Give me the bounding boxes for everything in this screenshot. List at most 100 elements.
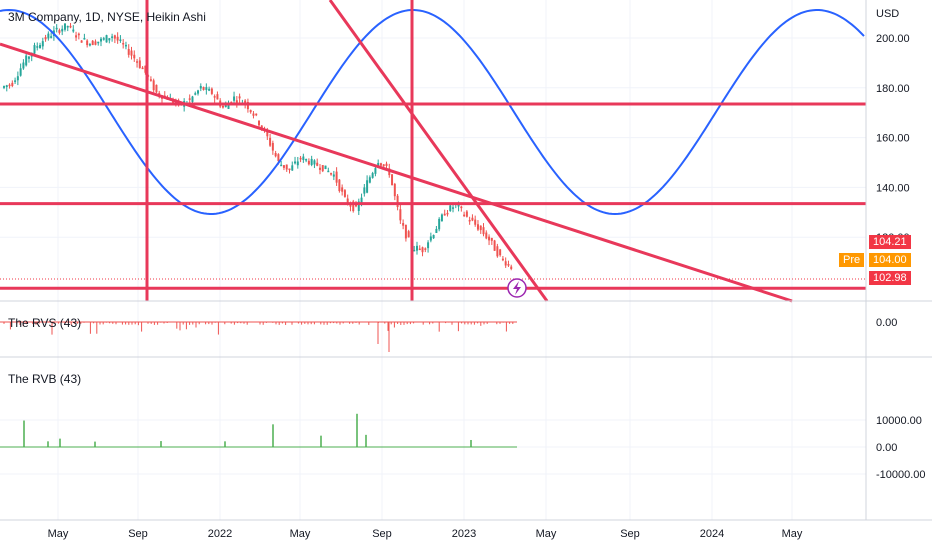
candle-body (302, 156, 305, 160)
time-tick-label: May (48, 528, 69, 540)
candle-body (100, 38, 103, 42)
candle-body (25, 55, 28, 66)
candle-body (105, 35, 108, 43)
rvb-label: The RVB (43) (8, 372, 82, 386)
candle-body (36, 46, 39, 48)
candle-body (22, 62, 25, 69)
candle-body (202, 86, 205, 90)
candle-body (371, 173, 374, 178)
candle-body (11, 82, 14, 86)
lightning-icon[interactable] (507, 278, 527, 298)
cycle-curve (0, 8, 865, 216)
candle-body (324, 165, 327, 170)
candle-body (476, 224, 479, 230)
candle-body (457, 204, 460, 207)
candle-body (3, 86, 5, 88)
candle-body (471, 217, 474, 221)
candle-body (108, 38, 111, 41)
candle-body (415, 245, 418, 251)
candle-body (213, 96, 216, 98)
candle-body (66, 25, 69, 28)
candle-body (330, 173, 333, 175)
candle-body (482, 227, 485, 235)
candle-body (39, 45, 42, 49)
candle-body (58, 30, 61, 33)
candle-body (282, 165, 285, 168)
high-price-tag: 104.21 (869, 235, 911, 249)
candle-body (111, 36, 114, 38)
candle-body (14, 80, 17, 82)
candle-body (404, 224, 407, 239)
rvb-bars (0, 413, 517, 448)
candle-body (385, 163, 388, 166)
cycle-curves (0, 8, 865, 216)
price-tick-label: 160.00 (876, 133, 910, 145)
candle-body (407, 231, 410, 238)
candle-body (77, 33, 80, 36)
candle-body (485, 232, 488, 239)
candle-body (238, 96, 241, 99)
candle-body (277, 154, 280, 162)
candle-body (227, 102, 230, 109)
candle-body (69, 25, 72, 28)
candle-body (305, 159, 308, 161)
candle-body (294, 161, 297, 164)
candle-body (127, 49, 130, 55)
candle-body (33, 45, 36, 54)
candle-body (205, 87, 208, 90)
rvb-tick-label: 0.00 (876, 442, 897, 454)
candle-body (152, 80, 155, 91)
candle-body (346, 198, 349, 204)
pre-market-price-tag: 104.00 (869, 253, 911, 267)
candle-body (197, 90, 200, 94)
candle-body (357, 201, 360, 211)
candle-body (382, 164, 385, 167)
candle-body (94, 41, 97, 45)
candle-body (208, 88, 211, 91)
candle-body (19, 68, 22, 76)
candle-body (360, 197, 363, 203)
candle-body (216, 94, 219, 100)
candle-body (102, 38, 105, 40)
candle-body (75, 35, 78, 38)
candle-body (427, 242, 430, 249)
price-tick-label: 180.00 (876, 83, 910, 95)
candle-body (343, 190, 346, 197)
candle-body (335, 171, 338, 183)
candle-body (83, 38, 86, 40)
candle-body (133, 54, 136, 59)
candle-body (379, 163, 382, 166)
grid (0, 0, 866, 520)
candle-body (460, 206, 463, 209)
candle-body (285, 164, 288, 170)
candle-body (418, 248, 421, 251)
candle-body (280, 164, 283, 167)
candle-body (313, 160, 316, 165)
candle-body (141, 67, 144, 70)
rvb-tick-label: 10000.00 (876, 415, 922, 427)
candle-body (377, 162, 380, 167)
candle-body (269, 137, 272, 146)
candle-body (332, 174, 335, 177)
candle-body (63, 23, 66, 30)
last-price-tag: 102.98 (869, 271, 911, 285)
candle-body (249, 110, 252, 113)
candle-body (16, 76, 19, 81)
candle-body (465, 211, 468, 217)
candle-body (61, 28, 64, 32)
candle-body (86, 40, 89, 46)
time-tick-label: 2023 (452, 528, 476, 540)
candle-body (5, 85, 8, 87)
candle-body (432, 235, 435, 239)
candle-body (194, 93, 197, 95)
candle-body (50, 36, 53, 38)
candle-body (124, 44, 127, 47)
candle-body (299, 157, 302, 160)
candle-body (136, 61, 139, 63)
trendlines (0, 0, 866, 303)
currency-label: USD (876, 8, 899, 20)
candle-body (452, 207, 455, 209)
candle-body (113, 35, 116, 39)
